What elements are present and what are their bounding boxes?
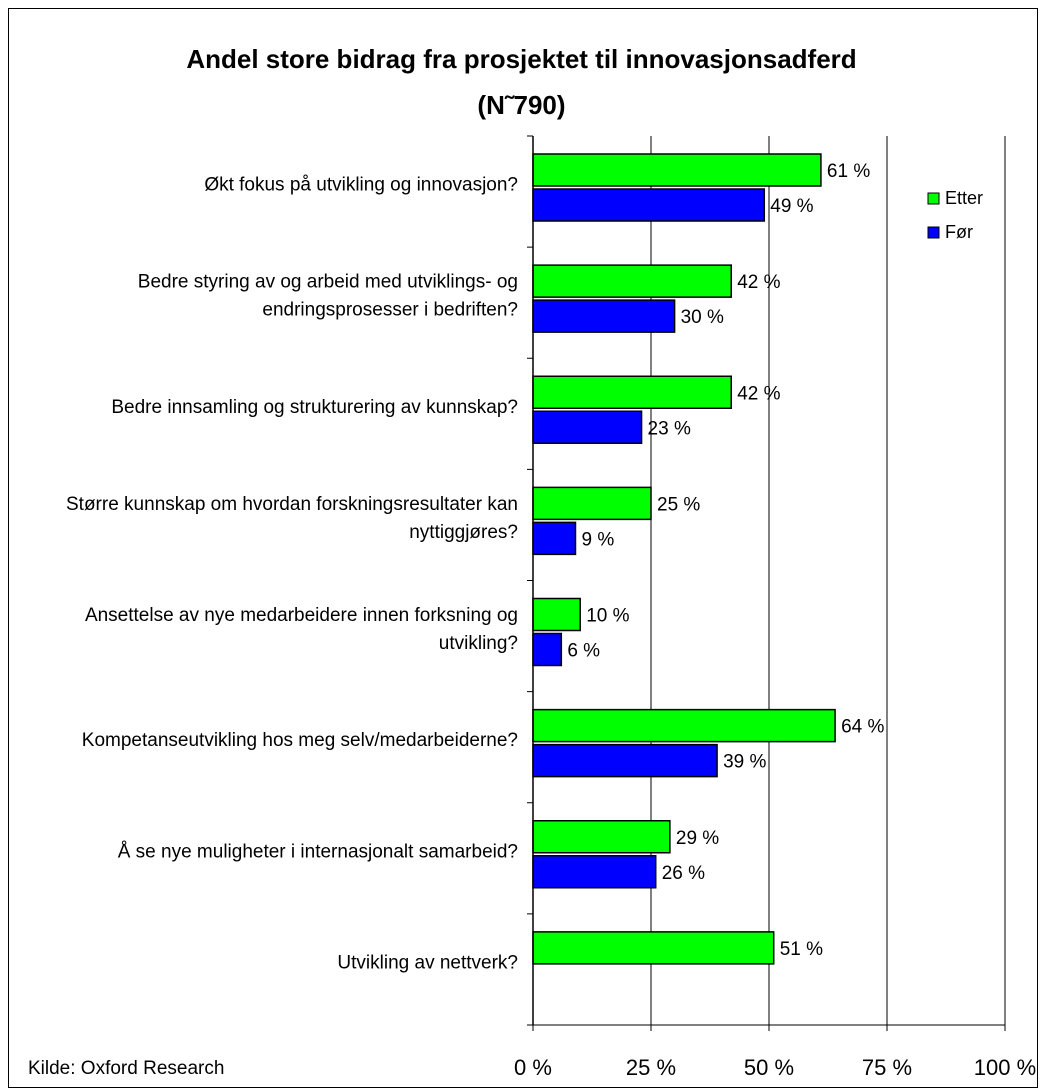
- data-label: 42 %: [737, 383, 780, 404]
- bar-før: [532, 188, 766, 222]
- category-label: Å se nye muligheter i internasjonalt sam…: [118, 841, 518, 862]
- x-tick-label: 50 %: [744, 1055, 794, 1080]
- data-label: 64 %: [841, 717, 884, 738]
- category-label: Ansettelse av nye medarbeidere innen for…: [85, 605, 518, 626]
- bar-etter: [532, 264, 732, 298]
- category-label: Økt fokus på utvikling og innovasjon?: [204, 175, 518, 196]
- data-label: 23 %: [648, 418, 691, 439]
- bar-før: [532, 410, 643, 444]
- data-label: 30 %: [681, 307, 724, 328]
- category-label: utvikling?: [439, 633, 518, 654]
- x-tick-label: 100 %: [974, 1055, 1036, 1080]
- chart-title: Andel store bidrag fra prosjektet til in…: [186, 44, 857, 74]
- bar-før: [532, 521, 577, 556]
- data-label: 51 %: [780, 939, 823, 960]
- bar-før: [532, 855, 657, 889]
- category-label: Større kunnskap om hvordan forskningsres…: [66, 494, 518, 515]
- category-label: endringsprosesser i bedriften?: [262, 300, 518, 321]
- category-label: Kompetanseutvikling hos meg selv/medarbe…: [82, 730, 518, 751]
- bar-etter: [532, 597, 581, 632]
- category-label: nyttiggjøres?: [409, 522, 518, 543]
- data-label: 61 %: [827, 161, 870, 182]
- chart-frame: [8, 8, 1038, 1088]
- bar-før: [532, 632, 563, 667]
- bar-før: [532, 743, 718, 778]
- chart-subtitle: (N˜790): [477, 90, 566, 120]
- data-label: 26 %: [662, 863, 705, 884]
- x-tick-label: 0 %: [514, 1055, 552, 1080]
- data-label: 9 %: [581, 529, 614, 550]
- x-tick-label: 75 %: [862, 1055, 912, 1080]
- data-label: 25 %: [657, 494, 700, 515]
- data-label: 49 %: [770, 196, 813, 217]
- legend-label: Før: [945, 222, 973, 242]
- bar-etter: [532, 153, 822, 187]
- data-label: 6 %: [567, 641, 600, 662]
- category-label: Bedre innsamling og strukturering av kun…: [111, 397, 518, 418]
- legend-label: Etter: [945, 188, 983, 208]
- x-tick-label: 25 %: [626, 1055, 676, 1080]
- legend-swatch-før: [927, 226, 940, 239]
- bar-etter: [532, 820, 671, 854]
- category-label: Bedre styring av og arbeid med utvikling…: [138, 272, 518, 293]
- bar-etter: [532, 708, 836, 743]
- category-label: Utvikling av nettverk?: [337, 952, 518, 973]
- source-note: Kilde: Oxford Research: [28, 1058, 225, 1079]
- bar-etter: [532, 931, 775, 965]
- bar-etter: [532, 486, 652, 521]
- legend-swatch-etter: [927, 192, 940, 205]
- bar-etter: [532, 375, 732, 409]
- data-label: 10 %: [586, 606, 629, 627]
- data-label: 39 %: [723, 752, 766, 773]
- data-label: 42 %: [737, 272, 780, 293]
- bar-før: [532, 299, 676, 333]
- data-label: 29 %: [676, 828, 719, 849]
